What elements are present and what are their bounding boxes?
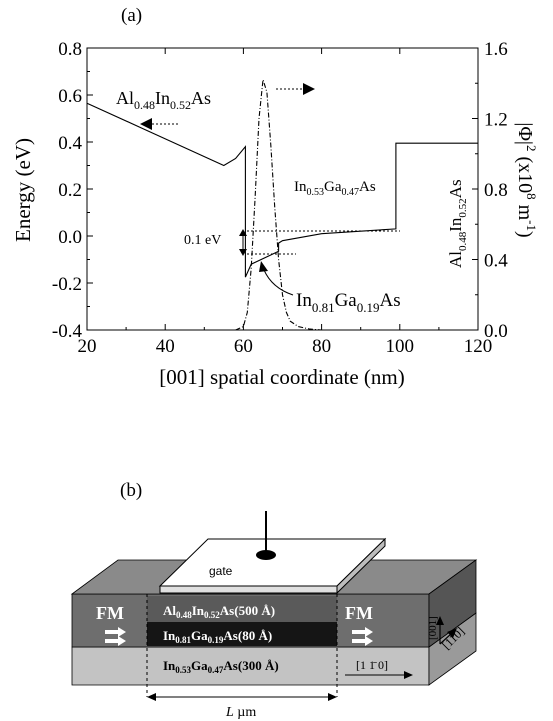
y-tick-label-right: 1.6 bbox=[484, 39, 508, 60]
gate-plate-side bbox=[336, 537, 386, 595]
y-tick-label-left: -0.4 bbox=[52, 321, 83, 342]
panel-a-label: (a) bbox=[121, 5, 142, 26]
y-axis-title-right: |Φ|2 (x108 m-1) bbox=[514, 122, 539, 237]
plot-frame bbox=[86, 47, 479, 331]
y-tick-label-right: 0.4 bbox=[484, 251, 508, 272]
arrow-to-well bbox=[259, 261, 294, 296]
gate-plate-front bbox=[159, 585, 338, 594]
label-ingaas-081: In0.81Ga0.19As bbox=[296, 290, 401, 315]
spin-arrows-right bbox=[352, 627, 373, 646]
wavefunction-line bbox=[235, 79, 322, 331]
arrow-to-left-axis bbox=[140, 118, 178, 130]
tick-layer: 20 40 60 80 100 120 -0.4 -0.2 0.0 0.2 0.4 0.6 0.8 0.0… bbox=[52, 39, 508, 357]
y-tick-label-left: -0.2 bbox=[52, 274, 82, 295]
spin-arrows-left bbox=[105, 627, 126, 646]
energy-chart: 20 40 60 80 100 120 -0.4 -0.2 0.0 0.2 0.4 0.6 0.8 0.0… bbox=[11, 39, 539, 389]
layer-label-substrate: In0.53Ga0.47As(300 Å) bbox=[163, 658, 279, 675]
y-tick-label-left: 0.8 bbox=[58, 39, 82, 60]
label-left-barrier: Al0.48In0.52As bbox=[116, 88, 211, 112]
y-tick-label-left: 0.0 bbox=[58, 227, 82, 248]
y-tick-label-right: 0.8 bbox=[484, 180, 508, 201]
conduction-band-line bbox=[86, 102, 478, 278]
splitting-double-arrow bbox=[239, 229, 247, 256]
fm-right-label: FM bbox=[345, 603, 373, 623]
length-label: L µm bbox=[225, 705, 256, 720]
x-tick-label: 40 bbox=[156, 336, 175, 357]
fm-block-side bbox=[428, 559, 477, 648]
x-tick-label: 60 bbox=[234, 336, 253, 357]
x-tick-label: 100 bbox=[386, 336, 415, 357]
gate-contact bbox=[256, 550, 276, 560]
x-tick-label: 120 bbox=[464, 336, 493, 357]
length-dimension-arrow bbox=[147, 693, 337, 701]
y-tick-label-left: 0.4 bbox=[58, 133, 82, 154]
label-splitting: 0.1 eV bbox=[184, 233, 221, 248]
label-right-barrier: Al0.48In0.52As bbox=[446, 179, 469, 268]
y-tick-label-right: 1.2 bbox=[484, 110, 508, 131]
panel-b-label: (b) bbox=[120, 480, 142, 501]
barrier-layer bbox=[147, 596, 337, 622]
layer-label-channel: In0.81Ga0.19As(80 Å) bbox=[163, 628, 272, 645]
fm-left-label: FM bbox=[96, 603, 124, 623]
arrow-to-right-axis bbox=[276, 83, 315, 95]
x-tick-label: 20 bbox=[78, 336, 97, 357]
y-tick-label-left: 0.2 bbox=[58, 180, 82, 201]
gate-label: gate bbox=[209, 564, 233, 578]
series-layer bbox=[86, 79, 478, 331]
layer-label-barrier: Al0.48In0.52As(500 Å) bbox=[163, 603, 275, 620]
y-tick-label-left: 0.6 bbox=[58, 86, 82, 107]
direction-001-arrow bbox=[436, 616, 444, 644]
label-ingaas-053: In0.53Ga0.47As bbox=[294, 179, 376, 198]
direction-1-10-label: [1 1̄ 0] bbox=[356, 658, 388, 672]
y-tick-label-right: 0.0 bbox=[484, 321, 508, 342]
direction-110-arrow bbox=[439, 628, 457, 645]
direction-001-label: [001] bbox=[427, 616, 439, 640]
x-axis-title: [001] spatial coordinate (nm) bbox=[159, 365, 405, 389]
channel-layer bbox=[147, 622, 337, 646]
y-axis-title-left: Energy (eV) bbox=[11, 138, 35, 242]
x-tick-label: 80 bbox=[312, 336, 331, 357]
direction-1-10-arrow bbox=[345, 671, 413, 679]
device-schematic: gate FM FM Al0.48In0.52As(500 Å) In0.81G… bbox=[70, 511, 478, 720]
